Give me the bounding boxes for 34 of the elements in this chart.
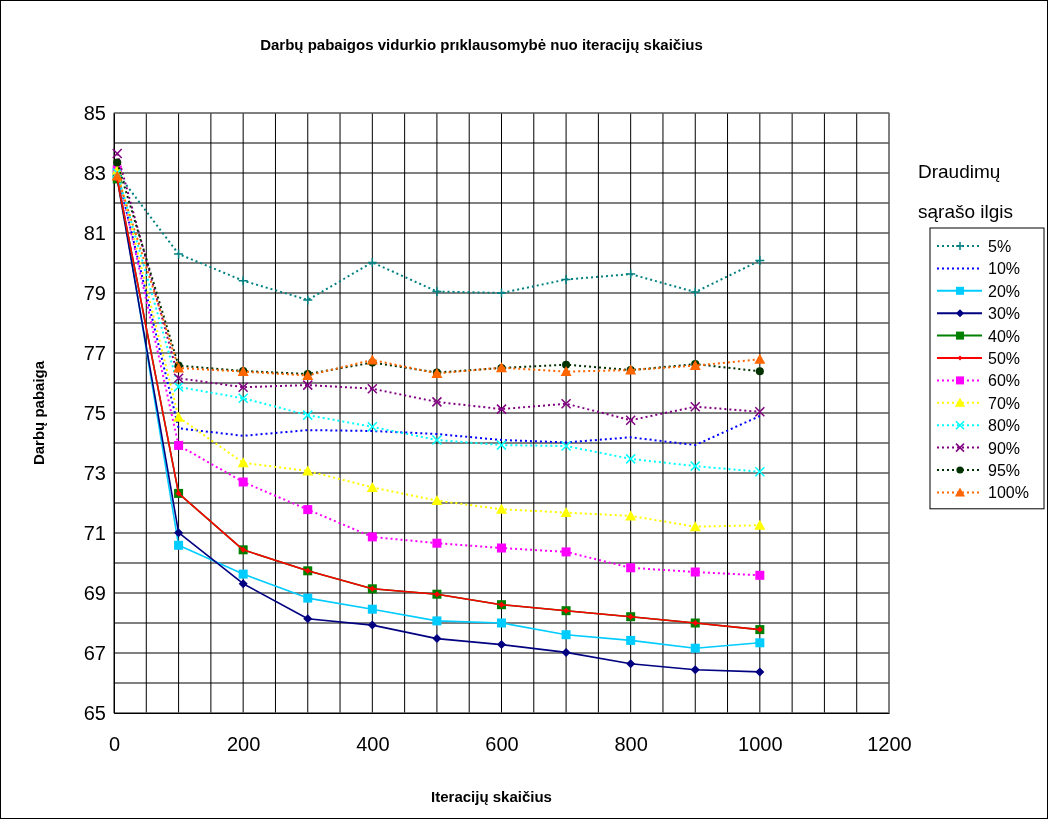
y-tick-label: 79 [83, 281, 106, 304]
y-tick-label: 85 [83, 101, 106, 124]
y-tick-label: 69 [83, 581, 106, 604]
legend-label: 5% [988, 238, 1012, 255]
legend-label: 100% [988, 484, 1029, 502]
legend-label: 95% [988, 462, 1021, 479]
x-tick-label: 0 [108, 733, 121, 756]
x-tick-label: 800 [614, 733, 648, 756]
legend-label: 80% [988, 417, 1021, 435]
y-tick-label: 71 [83, 521, 106, 544]
x-tick-label: 1200 [867, 733, 912, 756]
y-tick-label: 73 [83, 461, 106, 484]
x-tick-label: 600 [485, 733, 519, 756]
y-tick-label: 67 [83, 641, 106, 664]
legend-label: 50% [988, 350, 1021, 367]
legend-label: 90% [988, 439, 1021, 457]
legend-label: 40% [988, 327, 1021, 345]
y-tick-label: 65 [83, 701, 106, 724]
x-tick-label: 1000 [738, 733, 783, 756]
x-tick-label: 200 [226, 733, 261, 756]
y-tick-label: 77 [83, 341, 106, 364]
legend-label: 20% [988, 282, 1021, 300]
legend-label: 60% [988, 372, 1021, 390]
x-axis-title: Iteracijų skaičius [431, 788, 552, 805]
legend-label: 70% [988, 394, 1021, 412]
y-axis-title: Darbų pabaiga [30, 360, 47, 466]
legend-label: 10% [988, 260, 1021, 278]
legend-title: Draudimų sąrašo ilgis [918, 161, 1014, 222]
x-tick-label: 400 [356, 733, 390, 756]
y-tick-label: 83 [83, 161, 106, 184]
y-tick-label: 75 [83, 401, 106, 424]
chart-title: Darbų pabaigos vidurkio prıklausomybė nuo iteracijų skaičius [260, 36, 703, 53]
legend-label: 30% [988, 305, 1021, 323]
y-tick-label: 81 [83, 221, 106, 244]
